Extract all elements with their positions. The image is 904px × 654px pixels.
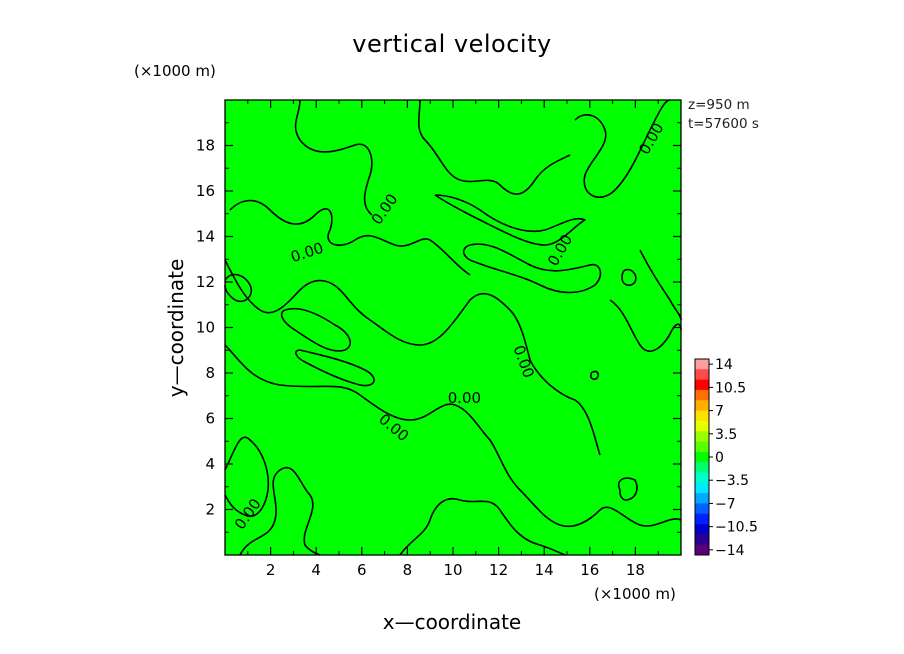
- x-axis-label: x—coordinate: [382, 610, 522, 634]
- y-tick-label: 4: [205, 455, 215, 473]
- colorbar-label: −14: [715, 543, 745, 559]
- colorbar-label: −3.5: [715, 473, 749, 489]
- x-tick-label: 6: [357, 561, 367, 579]
- colorbar-swatch: [695, 493, 709, 504]
- time-info: t=57600 s: [688, 116, 759, 132]
- chart-title: vertical velocity: [352, 30, 552, 58]
- colorbar-swatch: [695, 389, 709, 401]
- contour-line: [224, 344, 682, 528]
- colorbar-swatch: [695, 462, 709, 473]
- colorbar-swatch: [695, 482, 709, 494]
- y-tick-label: 14: [196, 228, 215, 246]
- x-tick-label: 2: [266, 561, 276, 579]
- contour-line: [239, 466, 321, 556]
- colorbar-swatch: [695, 420, 709, 432]
- plot-area: 0.000.000.000.000.000.000.000.00 2 4 6 8 10 1…: [196, 99, 682, 579]
- contour-line: [590, 370, 600, 381]
- contour-line: [229, 199, 471, 276]
- contour-line: [462, 243, 602, 294]
- contour-line: [280, 307, 351, 352]
- colorbar-swatch: [695, 513, 709, 525]
- y-tick-label: 2: [205, 501, 215, 519]
- x-tick-label: 14: [535, 561, 554, 579]
- colorbar-label: 3.5: [715, 427, 737, 443]
- x-tick-label: 10: [443, 561, 462, 579]
- field-background: [225, 100, 681, 555]
- contour-line: [294, 99, 373, 216]
- colorbar-swatch: [695, 441, 709, 453]
- colorbar-swatch: [695, 400, 709, 411]
- contour-line: [617, 477, 638, 501]
- contour-line: [224, 436, 270, 517]
- y-tick-label: 8: [205, 364, 215, 382]
- info-box: z=950 m t=57600 s: [688, 96, 759, 134]
- colorbar-swatch: [695, 431, 709, 442]
- contour-lines: [224, 99, 682, 556]
- colorbar-label: −7: [715, 496, 736, 512]
- x-axis-unit: (×1000 m): [594, 585, 676, 603]
- contour-line: [224, 273, 253, 303]
- colorbar: 14 10.5 7 3.5 0 −3.5 −7 −10.5 −14: [694, 357, 758, 559]
- y-tick-label: 16: [196, 182, 215, 200]
- y-tick-label: 6: [205, 410, 215, 428]
- x-tick-label: 4: [311, 561, 321, 579]
- colorbar-swatch: [695, 451, 709, 463]
- colorbar-label: −10.5: [715, 520, 758, 536]
- contour-line: [399, 498, 566, 556]
- colorbar-swatch: [695, 534, 709, 545]
- y-tick-label: 12: [196, 273, 215, 291]
- height-info: z=950 m: [688, 97, 750, 113]
- x-tick-label: 16: [580, 561, 599, 579]
- contour-line: [621, 268, 637, 287]
- contour-line: [639, 249, 682, 321]
- contour-line: [417, 99, 571, 195]
- y-tick-label: 10: [196, 319, 215, 337]
- colorbar-label: 0: [715, 450, 724, 466]
- contour-line: [609, 299, 682, 352]
- colorbar-swatch: [695, 369, 709, 380]
- colorbar-label: 7: [715, 404, 724, 420]
- colorbar-swatch: [695, 472, 709, 484]
- colorbar-swatch: [695, 359, 709, 370]
- x-tick-label: 8: [403, 561, 413, 579]
- colorbar-swatch: [695, 544, 709, 556]
- colorbar-swatch: [695, 410, 709, 422]
- x-tick-label: 18: [626, 561, 645, 579]
- y-axis-unit: (×1000 m): [134, 62, 216, 80]
- colorbar-label: 14: [715, 357, 733, 373]
- contour-line: [295, 349, 375, 387]
- colorbar-swatch: [695, 379, 709, 391]
- colorbar-label: 10.5: [715, 380, 746, 396]
- y-tick-label: 18: [196, 137, 215, 155]
- colorbar-swatch: [695, 503, 709, 515]
- colorbar-swatch: [695, 524, 709, 535]
- contour-line: [224, 259, 601, 456]
- axis-ticks: 2 4 6 8 10 12 14 16 18 2 4 6 8 10 12 14 16 18: [196, 100, 681, 579]
- contour-line: [574, 99, 671, 199]
- contour-label: 0.00: [448, 389, 481, 407]
- x-tick-label: 12: [489, 561, 508, 579]
- contour-line: [434, 194, 586, 246]
